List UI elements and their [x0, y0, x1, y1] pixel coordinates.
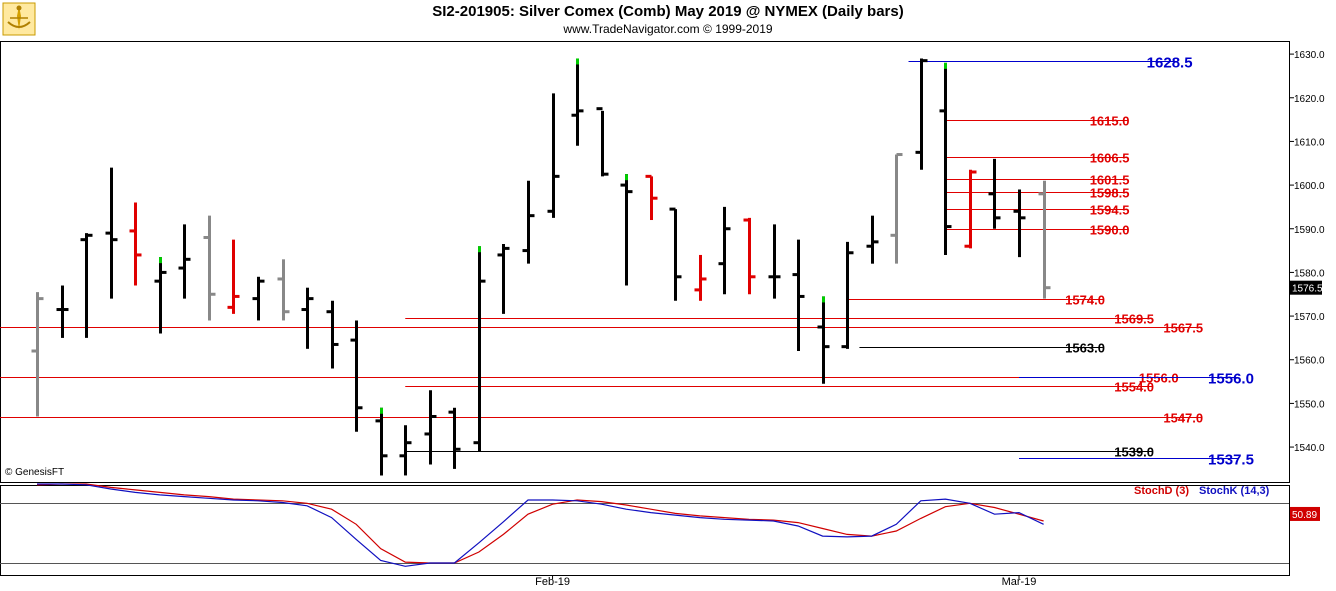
stoch-d-value-box	[1290, 506, 1320, 521]
ohlc-bar	[694, 254, 707, 301]
stoch-k-label: StochK (14,3)	[1199, 485, 1270, 497]
y-tick-label: 1570.0	[1294, 312, 1325, 323]
level-label: 1569.5	[1114, 312, 1154, 327]
y-tick-label: 1620.0	[1294, 94, 1325, 105]
ohlc-bar	[890, 153, 903, 264]
trade-navigator-logo	[2, 2, 36, 36]
ohlc-bar	[669, 207, 682, 301]
y-tick-label: 1550.0	[1294, 399, 1325, 410]
y-tick-label: 1610.0	[1294, 137, 1325, 148]
ohlc-bar	[326, 300, 339, 369]
ohlc-bar	[841, 241, 854, 349]
stoch-d-label: StochD (3)	[1134, 485, 1189, 497]
level-label: 1590.0	[1090, 223, 1130, 238]
ohlc-bar	[768, 224, 781, 299]
stoch-d-line	[36, 483, 1044, 564]
last-price-box	[1290, 280, 1322, 295]
price-panel-frame	[0, 41, 1290, 483]
ohlc-bar	[1038, 180, 1051, 299]
level-label: 1554.0	[1114, 380, 1154, 395]
level-label: 1556.0	[1208, 371, 1254, 388]
ohlc-bar	[915, 58, 928, 170]
ohlc-bar	[56, 285, 69, 338]
ohlc-bar	[964, 169, 977, 249]
ohlc-bar	[178, 224, 191, 299]
ohlc-bar	[571, 58, 584, 146]
ohlc-bar	[399, 425, 412, 476]
level-label: 1547.0	[1163, 411, 1203, 426]
level-label: 1615.0	[1090, 114, 1130, 129]
level-label: 1539.0	[1114, 445, 1154, 460]
ohlc-bar	[473, 246, 486, 452]
ohlc-bar	[718, 206, 731, 295]
level-label: 1567.5	[1163, 321, 1203, 336]
ohlc-bar	[31, 292, 44, 417]
ohlc-bar	[375, 407, 388, 476]
last-price-label: 1576.5	[1292, 284, 1323, 295]
genesis-credit: © GenesisFT	[5, 467, 65, 478]
ohlc-bar	[743, 217, 756, 295]
ohlc-bar	[497, 244, 510, 314]
ohlc-bar	[522, 180, 535, 264]
ohlc-bar	[596, 107, 609, 177]
chart-title: SI2-201905: Silver Comex (Comb) May 2019…	[432, 3, 904, 20]
ohlc-bar	[988, 158, 1001, 229]
ohlc-bar	[252, 276, 265, 321]
level-label: 1601.5	[1090, 173, 1130, 188]
y-tick-label: 1540.0	[1294, 443, 1325, 454]
x-tick-label: Feb-19	[535, 576, 570, 588]
level-label: 1594.5	[1090, 203, 1130, 218]
level-label: 1537.5	[1208, 452, 1254, 469]
level-label: 1574.0	[1065, 293, 1105, 308]
ohlc-bar	[547, 93, 560, 218]
ohlc-bar	[277, 259, 290, 321]
stoch-panel-frame	[0, 485, 1290, 576]
y-tick-label: 1600.0	[1294, 181, 1325, 192]
ohlc-bar	[424, 390, 437, 465]
ohlc-bar	[448, 407, 461, 469]
level-label: 1563.0	[1065, 341, 1105, 356]
level-label: 1598.5	[1090, 186, 1130, 201]
ohlc-bar	[1013, 189, 1026, 258]
level-label: 1606.5	[1090, 151, 1130, 166]
ohlc-bar	[105, 167, 118, 299]
ohlc-bar	[817, 296, 830, 384]
y-tick-label: 1590.0	[1294, 225, 1325, 236]
x-tick-label: Mar-19	[1002, 576, 1037, 588]
y-tick-label: 1630.0	[1294, 50, 1325, 61]
ohlc-bar	[227, 239, 240, 314]
ohlc-bar	[350, 320, 363, 432]
chart-subtitle: www.TradeNavigator.com © 1999-2019	[563, 22, 773, 36]
ohlc-bar	[645, 174, 658, 221]
ohlc-bar	[866, 215, 879, 264]
ohlc-bar	[620, 174, 633, 286]
ohlc-bar	[939, 62, 952, 255]
ohlc-bar	[129, 202, 142, 286]
stoch-k-line	[37, 483, 1044, 567]
y-tick-label: 1560.0	[1294, 356, 1325, 367]
ohlc-bar	[154, 257, 167, 334]
ohlc-bar	[792, 239, 805, 352]
ohlc-bar	[80, 233, 93, 338]
stoch-d-value: 50.89	[1292, 510, 1317, 521]
ohlc-bar	[301, 287, 314, 349]
ohlc-bar	[203, 215, 216, 321]
y-tick-label: 1580.0	[1294, 268, 1325, 279]
level-label: 1628.5	[1147, 55, 1193, 72]
